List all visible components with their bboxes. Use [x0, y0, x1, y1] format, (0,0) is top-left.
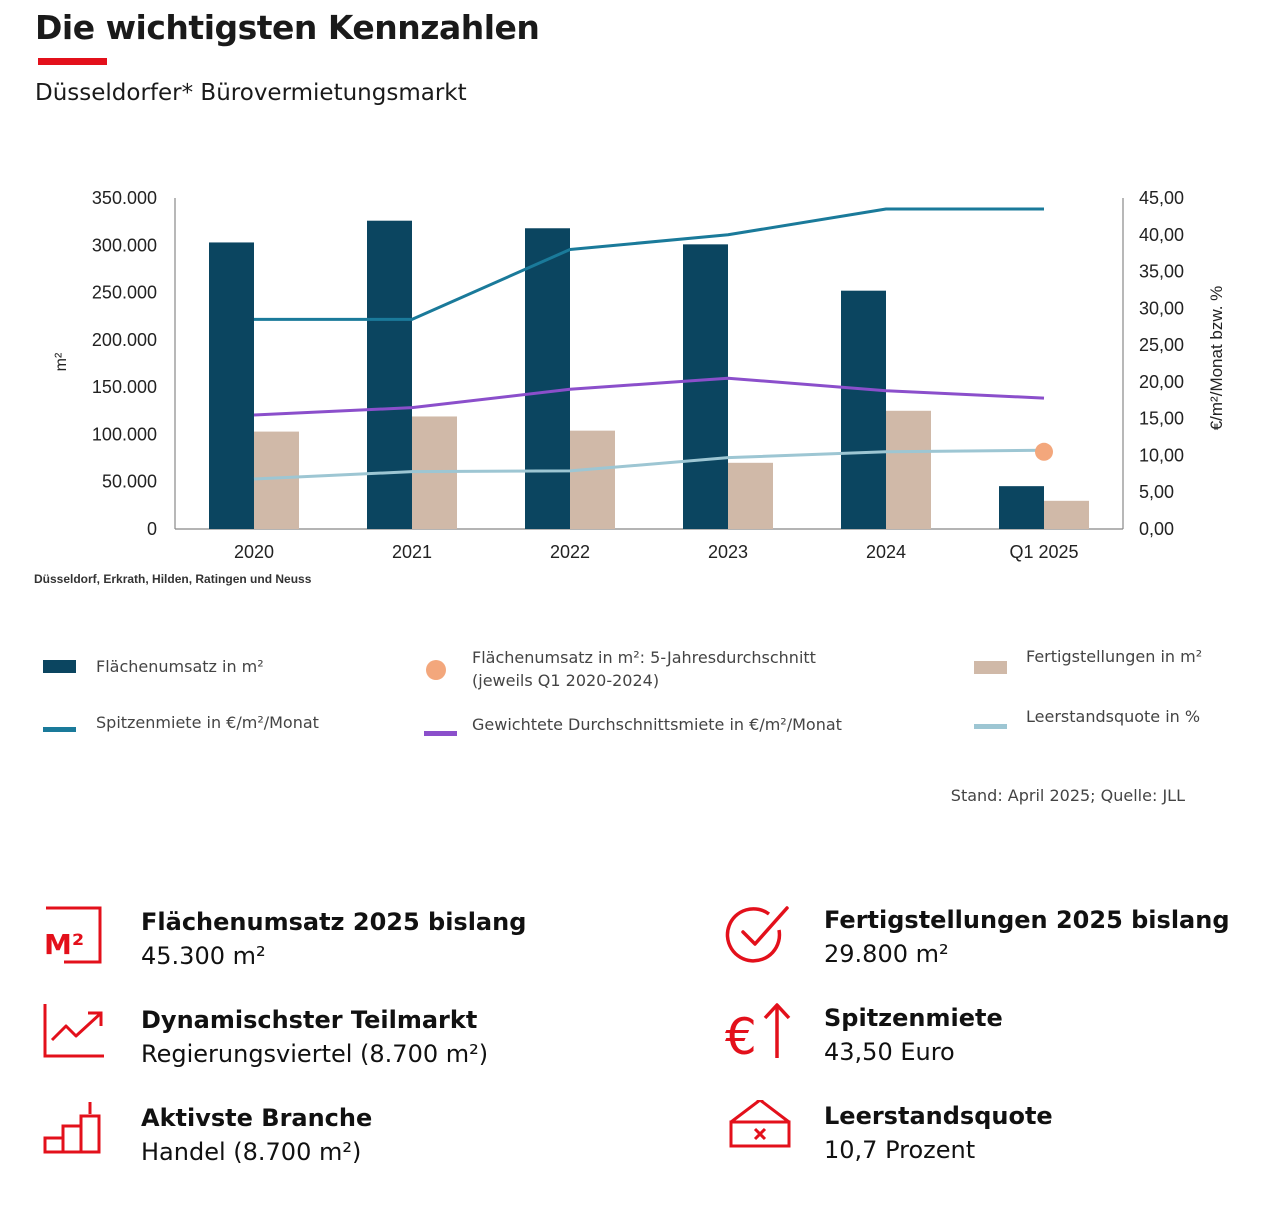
y-tick-label-right: 35,00 — [1139, 262, 1184, 282]
euro-up-icon: € — [725, 1002, 791, 1066]
y-tick-label-left: 50.000 — [102, 472, 157, 492]
page-title: Die wichtigsten Kennzahlen — [35, 8, 540, 47]
y-tick-label-left: 250.000 — [92, 283, 157, 303]
y-tick-label-right: 5,00 — [1139, 482, 1174, 502]
y-tick-label-right: 0,00 — [1139, 519, 1174, 539]
y-axis-title-right: €/m²/Monat bzw. % — [1207, 286, 1226, 431]
y-tick-label-right: 20,00 — [1139, 372, 1184, 392]
kpi-value: 29.800 m² — [824, 940, 949, 968]
legend-swatch-durchschnittsmiete — [424, 731, 457, 736]
bar-flaechenumsatz — [525, 228, 570, 529]
y-tick-label-left: 350.000 — [92, 188, 157, 208]
legend-swatch-leerstandsquote — [974, 724, 1007, 729]
line-spitzenmiete — [254, 207, 1044, 321]
kpi-label: Dynamischster Teilmarkt — [141, 1006, 478, 1034]
x-tick-label: 2020 — [234, 542, 274, 562]
line-durchschnittsmiete — [253, 376, 1045, 417]
vacancy-sign-icon — [725, 1090, 791, 1164]
svg-text:M²: M² — [44, 928, 84, 961]
y-tick-label-right: 10,00 — [1139, 445, 1184, 465]
m2-icon: M² — [42, 906, 106, 970]
x-tick-label: Q1 2025 — [1009, 542, 1078, 562]
kpi-value: Regierungsviertel (8.700 m²) — [141, 1040, 489, 1068]
svg-text:€: € — [725, 1008, 757, 1062]
legend-swatch-flaechenumsatz — [43, 660, 76, 673]
bar-fertigstellungen — [886, 410, 931, 529]
source-note: Stand: April 2025; Quelle: JLL — [950, 786, 1185, 805]
kpi-value: 45.300 m² — [141, 942, 266, 970]
combo-chart: 350.000 300.000 250.000 200.000 150.000 100.0… — [53, 188, 1226, 562]
y-tick-label-left: 150.000 — [92, 377, 157, 397]
y-tick-label-right: 45,00 — [1139, 188, 1184, 208]
checkmark-circle-icon — [725, 904, 789, 968]
bar-flaechenumsatz — [683, 244, 728, 529]
legend-swatch-5jahresdurchschnitt — [426, 660, 446, 680]
y-tick-label-right: 25,00 — [1139, 335, 1184, 355]
y-tick-label-left: 300.000 — [92, 235, 157, 255]
kpi-label: Flächenumsatz 2025 bislang — [141, 908, 527, 936]
kpi-value: Handel (8.700 m²) — [141, 1138, 362, 1166]
kpi-label: Fertigstellungen 2025 bislang — [824, 906, 1230, 934]
bar-flaechenumsatz — [999, 486, 1044, 529]
kpi-label: Leerstandsquote — [824, 1102, 1053, 1130]
y-axis-title-left: m² — [53, 352, 70, 371]
growth-bars-icon — [42, 1090, 106, 1166]
y-tick-label-left: 200.000 — [92, 330, 157, 350]
legend-label-5jahresdurchschnitt: Flächenumsatz in m²: 5-Jahresdurchschnit… — [472, 648, 816, 690]
trend-chart-icon — [42, 1004, 106, 1068]
y-tick-label-left: 100.000 — [92, 424, 157, 444]
bar-flaechenumsatz — [367, 220, 412, 529]
bar-fertigstellungen — [570, 430, 615, 529]
page-subtitle: Düsseldorfer* Bürovermietungsmarkt — [35, 80, 467, 106]
legend-label-flaechenumsatz: Flächenumsatz in m² — [96, 657, 264, 676]
bar-flaechenumsatz — [841, 290, 886, 529]
y-tick-label-right: 30,00 — [1139, 298, 1184, 318]
legend-label-spitzenmiete: Spitzenmiete in €/m²/Monat — [96, 713, 319, 732]
legend-swatch-spitzenmiete — [43, 727, 76, 732]
y-tick-label-left: 0 — [147, 519, 157, 539]
kpi-value: 43,50 Euro — [824, 1038, 955, 1066]
legend-swatch-fertigstellungen — [974, 661, 1007, 674]
x-tick-label: 2022 — [550, 542, 590, 562]
chart-footnote: Düsseldorf, Erkrath, Hilden, Ratingen un… — [34, 572, 312, 586]
y-tick-label-right: 40,00 — [1139, 225, 1184, 245]
bar-fertigstellungen — [728, 462, 773, 529]
point-5-jahresdurchschnitt — [1035, 442, 1053, 461]
kpi-label: Aktivste Branche — [141, 1104, 373, 1132]
kpi-label: Spitzenmiete — [824, 1004, 1003, 1032]
legend-label-leerstandsquote: Leerstandsquote in % — [1026, 707, 1201, 726]
y-tick-label-right: 15,00 — [1139, 409, 1184, 429]
title-accent-bar — [38, 58, 107, 65]
x-tick-label: 2023 — [708, 542, 748, 562]
bar-fertigstellungen — [1044, 500, 1089, 529]
bar-fertigstellungen — [254, 431, 299, 529]
legend-label-fertigstellungen: Fertigstellungen in m² — [1026, 647, 1203, 666]
bar-flaechenumsatz — [209, 242, 254, 529]
x-tick-label: 2024 — [866, 542, 906, 562]
line-leerstandsquote — [253, 448, 1045, 481]
legend-label-durchschnittsmiete: Gewichtete Durchschnittsmiete in €/m²/Mo… — [472, 715, 842, 734]
kpi-value: 10,7 Prozent — [824, 1136, 976, 1164]
x-tick-label: 2021 — [392, 542, 432, 562]
